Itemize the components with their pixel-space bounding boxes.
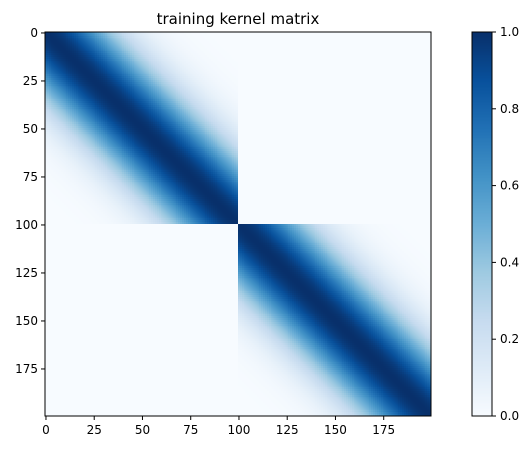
y-tick-label: 125 (15, 266, 38, 280)
y-tick-label: 0 (30, 26, 38, 40)
heatmap (44, 31, 432, 417)
heatmap-image (45, 32, 431, 416)
colorbar (471, 31, 493, 417)
colorbar-tick-label: 0.6 (500, 179, 519, 193)
x-tick-label: 100 (228, 423, 251, 437)
y-tick-label: 75 (23, 170, 38, 184)
colorbar-axis: 0.0 0.2 0.4 0.6 0.8 1.0 (492, 25, 519, 423)
colorbar-tick-label: 0.4 (500, 255, 519, 269)
x-tick-label: 0 (42, 423, 50, 437)
y-tick-label: 150 (15, 314, 38, 328)
colorbar-frame (471, 31, 493, 417)
y-tick-label: 100 (15, 218, 38, 232)
colorbar-gradient (472, 32, 492, 416)
colorbar-tick-label: 0.8 (500, 102, 519, 116)
y-axis: 0 25 50 75 100 125 150 175 (15, 26, 45, 376)
x-tick-label: 50 (135, 423, 150, 437)
x-axis: 0 25 50 75 100 125 150 175 (42, 416, 395, 437)
x-tick-label: 125 (276, 423, 299, 437)
x-tick-label: 175 (372, 423, 395, 437)
chart-title: training kernel matrix (157, 10, 320, 28)
colorbar-tick-label: 0.0 (500, 409, 519, 423)
x-tick-label: 25 (87, 423, 102, 437)
x-tick-label: 75 (183, 423, 198, 437)
y-tick-label: 25 (23, 74, 38, 88)
heatmap-frame (44, 31, 432, 417)
colorbar-tick-label: 1.0 (500, 25, 519, 39)
y-tick-label: 50 (23, 122, 38, 136)
colorbar-tick-label: 0.2 (500, 332, 519, 346)
y-tick-label: 175 (15, 362, 38, 376)
x-tick-label: 150 (324, 423, 347, 437)
